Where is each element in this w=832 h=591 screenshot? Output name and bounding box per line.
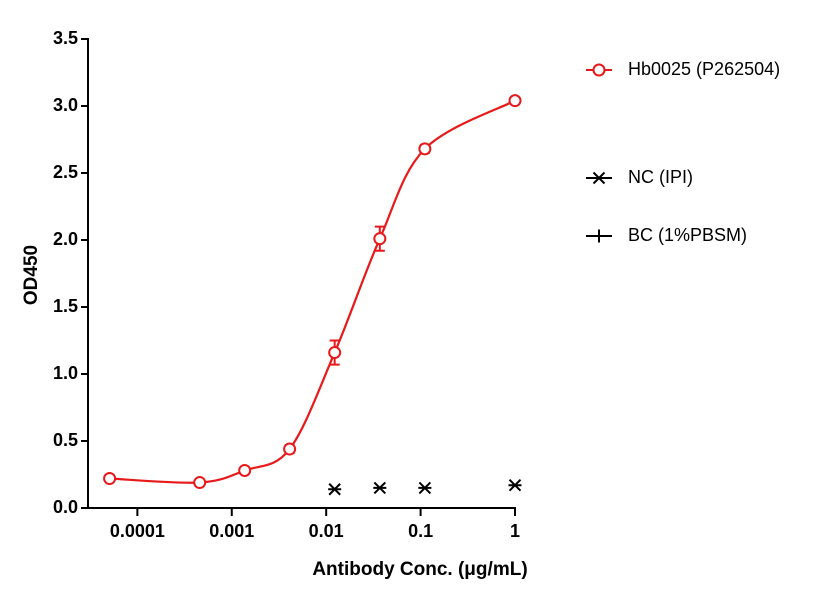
y-tick-label: 3.0: [53, 95, 78, 115]
data-point: [103, 472, 117, 486]
y-tick-label: 1.5: [53, 296, 78, 316]
x-tick-label: 0.1: [408, 521, 433, 541]
x-tick-label: 0.001: [209, 521, 254, 541]
legend-label: Hb0025 (P262504): [628, 59, 780, 79]
data-point: [508, 479, 522, 492]
data-point: [418, 142, 432, 156]
legend-marker: [592, 229, 606, 243]
legend-label: BC (1%PBSM): [628, 225, 747, 245]
data-point: [238, 463, 252, 477]
legend-label: NC (IPI): [628, 167, 693, 187]
y-tick-label: 1.0: [53, 363, 78, 383]
y-tick-label: 2.5: [53, 162, 78, 182]
y-tick-label: 0.0: [53, 497, 78, 517]
x-tick-label: 0.01: [309, 521, 344, 541]
data-point: [283, 442, 297, 456]
x-tick-label: 1: [510, 521, 520, 541]
data-point: [508, 94, 522, 108]
y-tick-label: 3.5: [53, 28, 78, 48]
x-axis-title: Antibody Conc. (μg/mL): [312, 559, 527, 580]
y-axis-title: OD450: [21, 245, 42, 305]
y-tick-label: 2.0: [53, 229, 78, 249]
legend-marker: [592, 171, 606, 185]
fit-curve: [109, 99, 516, 484]
data-point: [418, 481, 432, 495]
legend-marker: [592, 63, 606, 77]
data-point: [193, 476, 207, 490]
data-point: [373, 232, 387, 246]
y-tick-label: 0.5: [53, 430, 78, 450]
x-tick-label: 0.0001: [110, 521, 165, 541]
data-point: [328, 483, 342, 496]
data-point: [328, 346, 342, 360]
data-point: [373, 481, 387, 495]
